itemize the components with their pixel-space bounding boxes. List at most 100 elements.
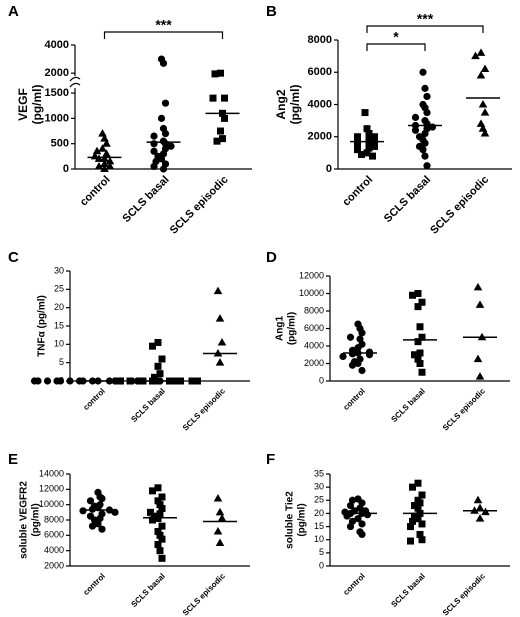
data-point (409, 483, 416, 491)
data-point (213, 494, 223, 502)
data-point (473, 282, 483, 291)
data-point (150, 140, 158, 148)
y-tick-label: 12000 (39, 484, 64, 494)
data-point (414, 504, 422, 512)
data-point (354, 344, 362, 352)
significance-label: *** (417, 11, 434, 27)
panel-letter: C (8, 249, 19, 266)
data-point (346, 333, 355, 341)
data-point (365, 130, 373, 138)
y-tick-label: 0 (319, 375, 324, 385)
panel: E 2000 4000 6000 8000 10000 12000 14000 soluble … (8, 451, 250, 617)
data-point (476, 70, 486, 79)
y-axis-label: VEGF (16, 88, 30, 121)
data-point (94, 161, 104, 170)
significance-label: * (393, 29, 399, 45)
data-point (416, 323, 424, 331)
data-point (158, 535, 166, 543)
data-point (363, 125, 371, 133)
data-point (423, 162, 431, 170)
significance-bracket (103, 31, 224, 39)
data-point (361, 109, 369, 117)
data-point (414, 355, 422, 363)
data-point (414, 479, 422, 487)
data-point (147, 508, 154, 516)
y-tick-label: 0 (63, 163, 69, 175)
data-point (473, 495, 483, 504)
data-point (365, 144, 373, 152)
y-tick-label: 10000 (39, 499, 64, 509)
y-tick-label: 6000 (44, 530, 64, 540)
data-point (154, 497, 162, 505)
panel: D 0 2000 4000 6000 8000 10000 12000 Ang1 (pg/ml) c… (266, 249, 510, 433)
y-axis-label: Ang2 (274, 89, 288, 119)
data-point (158, 554, 166, 562)
data-point (475, 503, 485, 512)
data-point (219, 135, 226, 143)
data-point (156, 370, 164, 378)
data-point (154, 484, 162, 492)
y-axis-label: (pg/ml) (297, 503, 308, 536)
panel-letter: E (8, 451, 18, 468)
y-tick-label: 35 (314, 468, 324, 478)
data-point (100, 159, 109, 167)
data-point (221, 114, 228, 122)
data-point (419, 146, 427, 154)
data-point (475, 514, 485, 522)
y-axis-label: Ang1 (275, 316, 286, 341)
data-point (418, 520, 426, 528)
data-point (215, 538, 225, 546)
y-tick-label: 2000 (308, 131, 332, 143)
x-tick-label: SCLS basal (120, 174, 171, 225)
data-point (113, 377, 121, 385)
data-point (358, 520, 366, 528)
data-point (421, 129, 429, 138)
y-axis-label: soluble VEGFR2 (19, 481, 30, 559)
data-point (215, 358, 225, 366)
data-point (136, 377, 143, 385)
y-tick-label: 25 (314, 495, 324, 505)
data-point (354, 359, 362, 368)
data-point (354, 146, 361, 154)
data-point (66, 377, 74, 385)
data-point (354, 515, 362, 523)
data-point (418, 333, 426, 341)
data-point (419, 68, 427, 76)
y-axis-label: (pg/ml) (30, 85, 44, 125)
data-point (156, 547, 164, 555)
data-point (217, 69, 224, 77)
data-point (358, 329, 366, 337)
y-tick-label: 2000 (304, 358, 324, 368)
data-point (79, 507, 87, 515)
data-point (476, 119, 486, 127)
x-tick-label: SCLS episodic (441, 571, 487, 617)
data-point (354, 136, 361, 144)
data-point (158, 493, 166, 501)
data-point (363, 511, 372, 519)
data-point (158, 505, 166, 512)
data-point (217, 338, 227, 346)
data-point (407, 523, 414, 531)
data-point (416, 349, 424, 357)
data-point (157, 155, 166, 163)
panel-letter: A (8, 3, 19, 20)
data-point (346, 522, 355, 531)
data-point (156, 501, 164, 509)
data-point (213, 527, 223, 535)
data-point (161, 129, 170, 138)
data-point (154, 528, 162, 535)
y-tick-label: 0 (326, 163, 332, 175)
y-tick-label: 5 (319, 547, 324, 557)
y-tick-label: 500 (51, 138, 69, 150)
y-tick-label: 4000 (308, 98, 332, 110)
data-point (98, 525, 106, 533)
x-tick-label: SCLS basal (129, 387, 166, 424)
y-tick-label: 4000 (45, 39, 69, 51)
data-point (411, 113, 420, 121)
data-point (475, 300, 485, 308)
data-point (371, 133, 378, 141)
data-point (88, 522, 97, 530)
